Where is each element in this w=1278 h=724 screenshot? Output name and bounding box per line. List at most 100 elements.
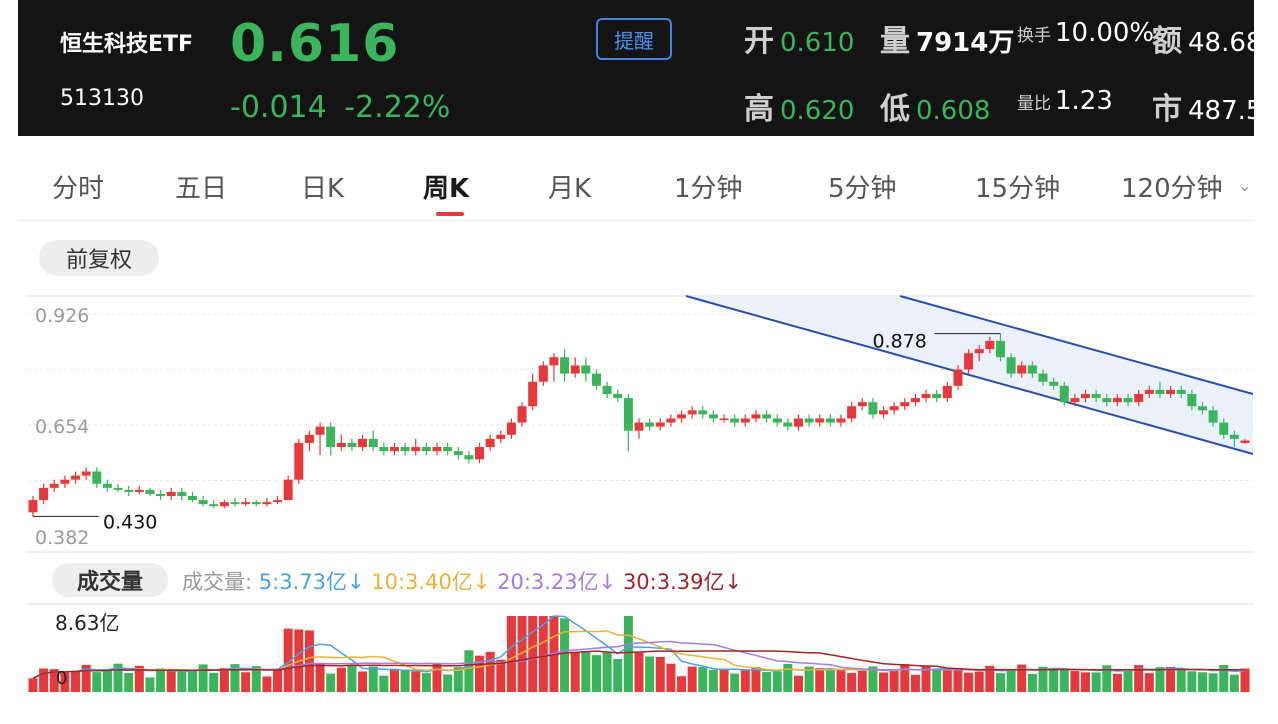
- volume-indicator-button[interactable]: 成交量: [52, 563, 168, 597]
- volume-bar: [283, 628, 293, 692]
- max-price-label: 0.878: [872, 331, 926, 353]
- volume-bar: [443, 674, 453, 692]
- volume-ma20: 20:3.23亿↓: [497, 570, 617, 594]
- candle-body: [538, 365, 548, 382]
- volume-bar: [251, 666, 261, 692]
- stat-mcap-label: 市: [1152, 92, 1182, 127]
- volume-bar: [358, 671, 368, 692]
- stat-amount-value: 48.68: [1188, 28, 1254, 58]
- tab-weekly-k[interactable]: 周K: [423, 174, 470, 204]
- candle-body: [273, 500, 283, 503]
- volume-bar: [1123, 669, 1133, 692]
- volume-bar: [1240, 668, 1250, 692]
- candle-body: [677, 414, 687, 419]
- candle-body: [1208, 410, 1218, 423]
- candle-body: [102, 483, 112, 488]
- volume-bar: [772, 671, 782, 692]
- stat-low: 低 0.608: [880, 84, 990, 128]
- candle-body: [1219, 422, 1229, 435]
- tab-intraday[interactable]: 分时: [52, 174, 105, 204]
- candle-body: [326, 426, 336, 448]
- candle-body: [825, 418, 835, 423]
- volume-legend-label: 成交量:: [182, 570, 253, 594]
- tab-daily-k[interactable]: 日K: [301, 174, 345, 204]
- volume-bar: [262, 676, 272, 692]
- min-price-label: 0.430: [103, 511, 157, 533]
- volume-bar: [591, 655, 601, 692]
- candle-body: [28, 500, 38, 513]
- volume-bar: [1197, 672, 1207, 692]
- volume-bar: [517, 616, 527, 692]
- candle-body: [421, 447, 431, 452]
- volume-bar: [602, 652, 612, 692]
- stat-volume-label: 量: [880, 24, 910, 59]
- volume-bar: [49, 669, 59, 692]
- candle-body: [368, 438, 378, 448]
- volume-bar: [708, 669, 718, 692]
- volume-bar: [804, 666, 814, 692]
- candle-body: [124, 489, 134, 492]
- candle-body: [1017, 365, 1027, 374]
- security-name: 恒生科技ETF: [60, 32, 194, 57]
- candle-body: [1027, 365, 1037, 374]
- candle-body: [1059, 385, 1069, 403]
- volume-bar: [645, 656, 655, 692]
- candle-body: [92, 471, 102, 484]
- volume-bar: [28, 678, 38, 692]
- volume-bar: [995, 673, 1005, 692]
- candle-body: [942, 385, 952, 399]
- candle-body: [740, 418, 750, 423]
- candle-body: [868, 402, 878, 415]
- volume-bar: [1059, 669, 1069, 692]
- candle-body: [145, 489, 155, 494]
- tab-15min[interactable]: 15分钟: [975, 174, 1061, 204]
- candle-body: [71, 475, 81, 480]
- volume-bar: [1081, 672, 1091, 692]
- adjust-button[interactable]: 前复权: [39, 240, 159, 276]
- volume-bar: [475, 655, 485, 692]
- tab-120min[interactable]: 120分钟: [1121, 174, 1223, 204]
- volume-bar: [1155, 667, 1165, 692]
- y-tick-label: 0.926: [35, 305, 89, 327]
- candle-body: [708, 414, 718, 419]
- candle-body: [1006, 357, 1016, 374]
- candle-body: [783, 422, 793, 427]
- volume-bar: [1229, 674, 1239, 692]
- stat-mcap-value: 487.5: [1188, 96, 1254, 126]
- volume-bar: [655, 656, 665, 692]
- volume-bar: [815, 667, 825, 692]
- candle-body: [1112, 398, 1122, 403]
- volume-bar: [1134, 665, 1144, 692]
- volume-bar: [368, 666, 378, 692]
- right-edge: [1253, 136, 1278, 724]
- volume-bar: [1144, 673, 1154, 692]
- candle-body: [304, 434, 314, 443]
- candle-body: [134, 489, 144, 492]
- volume-bar: [857, 670, 867, 692]
- volume-bar: [974, 671, 984, 692]
- volume-bar: [219, 668, 229, 692]
- tab-monthly-k[interactable]: 月K: [548, 174, 592, 204]
- change-value: -0.014: [230, 90, 327, 125]
- volume-bar: [698, 667, 708, 692]
- candle-body: [1240, 440, 1250, 443]
- candle-body: [177, 491, 187, 497]
- stat-ratio-value: 1.23: [1055, 86, 1113, 116]
- chevron-down-icon[interactable]: ⌄: [1238, 176, 1252, 195]
- candle-body: [953, 369, 963, 386]
- candle-body: [358, 438, 368, 448]
- candle-body: [1091, 393, 1101, 399]
- volume-bar: [964, 672, 974, 692]
- volume-bar: [39, 668, 49, 692]
- candle-body: [209, 504, 219, 507]
- tab-5min[interactable]: 5分钟: [828, 174, 897, 204]
- candle-body: [730, 418, 740, 423]
- tab-five-day[interactable]: 五日: [175, 174, 228, 204]
- alert-button[interactable]: 提醒: [596, 18, 672, 60]
- volume-bar: [1166, 666, 1176, 692]
- tab-1min[interactable]: 1分钟: [674, 174, 743, 204]
- volume-bar: [1219, 664, 1229, 692]
- candle-body: [379, 447, 389, 452]
